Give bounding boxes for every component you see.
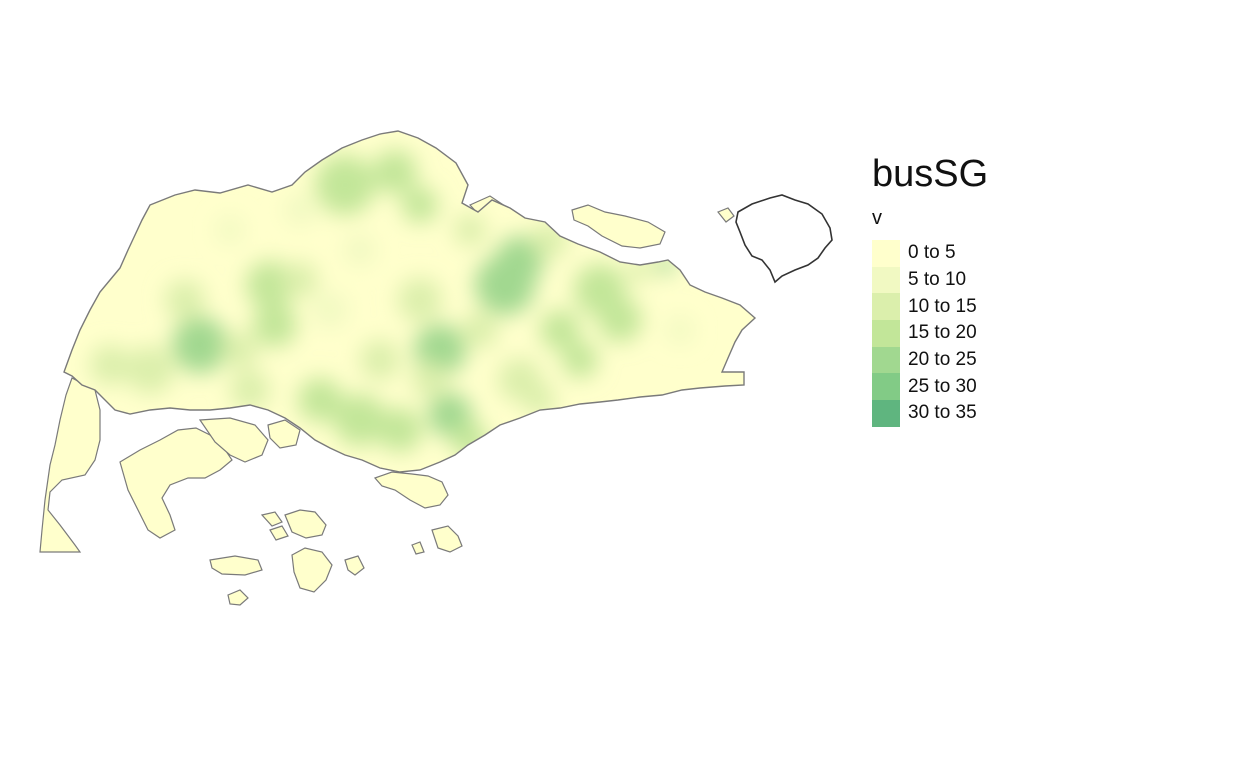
legend-swatch bbox=[872, 373, 900, 401]
legend-item: 30 to 35 bbox=[872, 400, 988, 427]
legend-variable-label: v bbox=[872, 207, 882, 229]
density-hotspot bbox=[284, 194, 316, 226]
density-hotspot bbox=[172, 317, 228, 373]
density-hotspot bbox=[454, 214, 486, 246]
density-hotspot bbox=[230, 370, 270, 410]
island-south-3 bbox=[269, 525, 289, 541]
legend-item: 10 to 15 bbox=[872, 293, 988, 321]
density-hotspot bbox=[165, 280, 205, 320]
density-hotspot bbox=[496, 236, 544, 284]
density-hotspot bbox=[298, 378, 342, 422]
island-tekong-outline bbox=[735, 194, 833, 284]
density-hotspot bbox=[312, 292, 348, 328]
density-hotspot bbox=[540, 310, 580, 350]
legend-items: 0 to 5 5 to 10 10 to 15 15 to 20 20 to 25 25 … bbox=[872, 240, 988, 427]
legend-label: 10 to 15 bbox=[908, 295, 977, 317]
density-hotspot bbox=[253, 303, 297, 347]
density-hotspot bbox=[666, 316, 694, 344]
island-south-2 bbox=[260, 511, 283, 527]
island-south-1 bbox=[284, 509, 327, 539]
density-hotspot bbox=[282, 262, 318, 298]
density-hotspot bbox=[373, 150, 417, 194]
legend-swatch bbox=[872, 400, 900, 427]
density-hotspot bbox=[628, 258, 652, 282]
legend-label: 30 to 35 bbox=[908, 402, 977, 424]
island-south-5 bbox=[227, 589, 249, 606]
legend-label: 15 to 20 bbox=[908, 322, 977, 344]
main-island bbox=[63, 130, 756, 473]
legend-swatch bbox=[872, 266, 900, 294]
island-sentosa bbox=[373, 471, 449, 509]
legend-item: 25 to 30 bbox=[872, 373, 988, 401]
island-west-coast bbox=[39, 377, 101, 553]
legend-label: 25 to 30 bbox=[908, 375, 977, 397]
island-south-8 bbox=[411, 541, 425, 555]
density-hotspot bbox=[246, 261, 294, 309]
density-hotspot bbox=[222, 332, 258, 368]
legend-item: 0 to 5 bbox=[872, 240, 988, 267]
density-hotspot bbox=[216, 216, 244, 244]
density-hotspot bbox=[344, 234, 376, 266]
legend-label: 0 to 5 bbox=[908, 242, 956, 264]
density-hotspot bbox=[402, 187, 438, 223]
island-south-4 bbox=[209, 555, 263, 576]
island-tekong bbox=[571, 204, 666, 249]
legend-item: 20 to 25 bbox=[872, 346, 988, 374]
island-jurong-1 bbox=[119, 427, 233, 539]
legend-swatch bbox=[872, 293, 900, 321]
legend-swatch bbox=[872, 346, 900, 374]
island-south-6 bbox=[344, 555, 365, 576]
density-hotspot bbox=[315, 155, 375, 215]
island-jurong-2 bbox=[198, 417, 269, 463]
offshore-islands bbox=[39, 195, 735, 606]
island-jurong-3 bbox=[267, 419, 301, 449]
density-hotspot bbox=[126, 346, 174, 394]
legend-label: 5 to 10 bbox=[908, 269, 967, 291]
density-hotspot bbox=[378, 408, 422, 452]
legend-title: busSG bbox=[872, 153, 989, 195]
island-semakau bbox=[291, 547, 333, 593]
density-hotspot bbox=[412, 362, 448, 398]
map-legend: busSG v 0 to 5 5 to 10 10 to 15 15 to 20 20 … bbox=[872, 152, 988, 427]
density-hotspot bbox=[524, 384, 556, 416]
density-hotspot bbox=[334, 394, 386, 446]
density-hotspot bbox=[360, 340, 400, 380]
legend-item: 5 to 10 bbox=[872, 266, 988, 294]
legend-item: 15 to 20 bbox=[872, 320, 988, 347]
island-east-small bbox=[717, 207, 735, 223]
legend-swatch bbox=[872, 320, 900, 347]
density-hotspot bbox=[657, 257, 673, 273]
density-hotspot bbox=[462, 312, 498, 348]
island-south-7 bbox=[431, 525, 463, 553]
density-hotspot bbox=[90, 345, 130, 385]
legend-label: 20 to 25 bbox=[908, 349, 977, 371]
density-hotspot bbox=[598, 298, 642, 342]
density-hotspot bbox=[398, 278, 442, 322]
density-hotspot bbox=[562, 342, 598, 378]
legend-swatch bbox=[872, 240, 900, 267]
